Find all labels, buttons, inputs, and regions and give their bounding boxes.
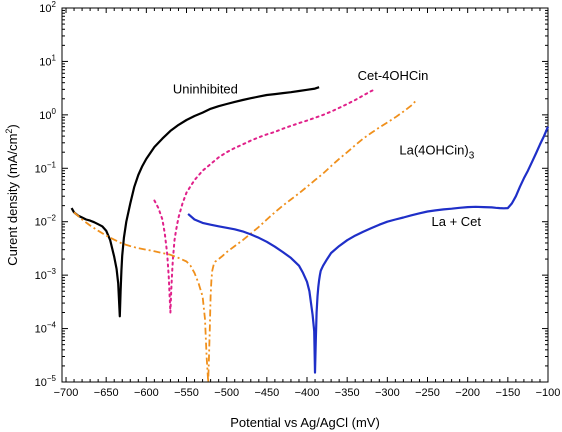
x-tick-label: −300 [375,387,400,399]
series-line-cet-4ohcin [153,88,377,314]
x-tick-label: −700 [54,387,79,399]
y-axis-label-end: ) [5,124,20,128]
x-axis-label: Potential vs Ag/AgCl (mV) [230,415,380,430]
x-tick-label: −650 [94,387,119,399]
y-tick-label: 10−3 [35,267,57,282]
series-group [70,86,550,383]
x-tick-label: −500 [214,387,239,399]
x-tick-label: −350 [335,387,360,399]
series-line-uninhibited [70,86,320,318]
y-axis-label: Curent density (mA/cm2) [4,124,20,266]
y-axis-label-sup: 2 [4,129,14,134]
series-annotation-la4ohcin: La(4OHCin)3 [399,143,474,162]
series-line-la-4ohcin-3 [73,100,417,383]
plot-frame [61,7,549,383]
series-annotation: Uninhibited [173,82,238,97]
x-tick-label: −250 [415,387,440,399]
x-tick-label: −100 [536,387,561,399]
series-annotation: La + Cet [432,214,482,229]
x-tick-label: −550 [174,387,199,399]
y-tick-label: 102 [39,0,56,15]
series-line-la-cet [187,126,550,374]
x-tick-label: −600 [134,387,159,399]
y-tick-label: 10−2 [35,214,57,229]
x-tick-label: −200 [455,387,480,399]
x-tick-label: −150 [495,387,520,399]
y-tick-label: 100 [39,107,56,122]
y-tick-label: 10−1 [35,160,57,175]
y-tick-label: 10−4 [35,321,57,336]
annotations: Uninhibited Cet-4OHCin La + Cet La(4OHCin)3 [173,68,482,229]
y-tick-label: 101 [39,53,56,68]
y-tick-label: 10−5 [35,374,57,389]
x-tick-label: −450 [254,387,279,399]
x-tick-label: −400 [295,387,320,399]
series-annotation: Cet-4OHCin [358,68,429,83]
y-axis-label-main: Curent density (mA/cm [5,134,20,266]
axis-ticks: −700 −650 −600 −550 −500 −450 −400 −350 −300 −250… [35,0,561,399]
